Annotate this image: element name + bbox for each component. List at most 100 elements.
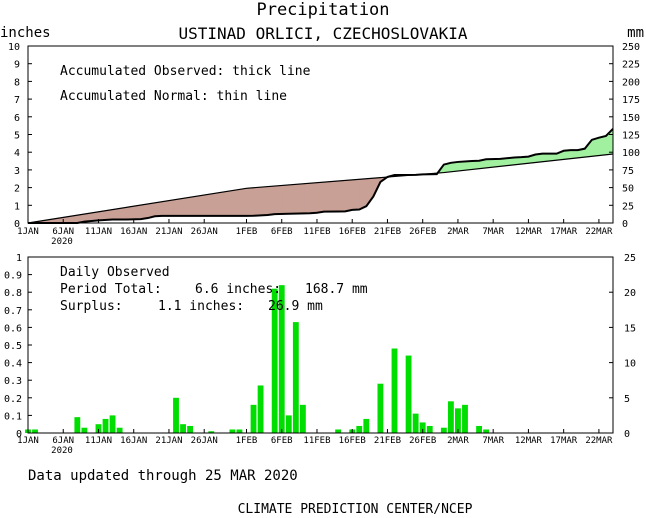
surplus-label: Surplus: [60,299,123,314]
daily-bar [405,355,412,433]
x-tick-label: 21JAN [155,227,182,237]
daily-bar [180,424,186,433]
x-tick-label: 26FEB [409,227,436,237]
daily-bar [391,348,398,433]
daily-bar [299,404,306,433]
y-tick-label: 0.5 [4,341,22,352]
x-tick-label: 1JAN [17,436,39,446]
x-tick-label: 21FEB [374,436,401,446]
x-tick-label: 26JAN [191,436,218,446]
y-tick-label: 8 [14,77,20,88]
y-tick-label: 0.9 [4,271,22,282]
daily-bar [285,415,292,433]
daily-bar [173,397,179,433]
daily-bar [278,285,285,433]
normal-line [27,153,614,224]
daily-bar [356,425,363,433]
y-tick-label: 2 [14,184,20,195]
daily-bar [236,429,243,433]
daily-bar [377,383,384,433]
y-right-tick-label: 50 [622,184,634,195]
y-right-tick-label: 175 [622,95,640,106]
y-right-tick-label: 225 [622,60,640,71]
daily-bar [116,427,123,433]
daily-bar [109,415,116,433]
daily-bar [95,424,102,433]
x-tick-label: 12MAR [515,436,543,446]
daily-bar [187,425,194,433]
daily-bar [462,404,468,433]
y-right-tick-label: 25 [624,253,636,264]
daily-observed-note: Daily Observed [60,265,170,280]
y-tick-label: 0 [16,429,22,440]
daily-bar [426,425,433,433]
y-right-tick-label: 15 [624,323,636,334]
right-unit-label: mm [627,25,644,41]
y-tick-label: 9 [14,60,20,71]
y-tick-label: 0.4 [4,359,22,370]
daily-bar [440,427,447,433]
y-tick-label: 1 [16,253,22,264]
credit-line: CLIMATE PREDICTION CENTER/NCEP [238,502,473,517]
daily-bar [476,425,483,433]
daily-bar [419,422,426,433]
y-tick-label: 5 [14,131,20,142]
y-tick-label: 4 [14,148,20,159]
daily-bar [455,408,461,433]
y-right-tick-label: 75 [622,166,634,177]
y-tick-label: 0.7 [4,306,22,317]
x-tick-label: 17MAR [550,436,578,446]
x-tick-label: 6JAN [52,227,74,237]
y-tick-label: 0 [14,219,20,230]
period-total-mm: 168.7 mm [305,282,368,297]
daily-bar [208,431,215,433]
x-tick-label: 2MAR [447,436,469,446]
x-tick-label: 12MAR [515,227,543,237]
bottom-year-label: 2020 [51,446,73,456]
y-tick-label: 7 [14,95,20,106]
accumulated-panel: 0 1 2 3 4 5 6 7 8 9 10 0 25 50 75 100 125 150 175 200 225 25… [8,42,640,230]
x-tick-label: 21FEB [374,227,401,237]
x-tick-label: 16JAN [120,227,147,237]
daily-bar [81,427,88,433]
x-tick-label: 11JAN [85,227,112,237]
y-tick-label: 1 [14,201,20,212]
surplus-inches: 1.1 inches: [158,299,244,314]
y-tick-label: 0.8 [4,288,22,299]
x-tick-label: 16FEB [339,436,366,446]
y-tick-label: 3 [14,166,20,177]
top-year-label: 2020 [51,237,73,247]
y-tick-label: 0.2 [4,394,22,405]
y-tick-label: 0.1 [4,411,22,422]
daily-bar [271,288,278,433]
x-tick-label: 16JAN [120,436,147,446]
y-tick-label: 10 [8,42,20,53]
y-right-tick-label: 25 [622,201,634,212]
y-right-tick-label: 20 [624,288,636,299]
period-total-inches: 6.6 inches: [195,282,281,297]
daily-bar [412,413,419,433]
x-tick-label: 26JAN [191,227,218,237]
x-tick-label: 22MAR [585,227,613,237]
y-right-tick-label: 100 [622,148,640,159]
x-tick-label: 1FEB [236,227,258,237]
daily-bar [74,417,81,433]
x-tick-label: 11FEB [303,227,330,237]
y-right-tick-label: 0 [624,429,630,440]
x-tick-label: 2MAR [447,227,469,237]
y-tick-label: 0.6 [4,323,22,334]
observed-line [28,128,614,224]
x-tick-label: 17MAR [550,227,578,237]
x-tick-label: 1JAN [17,227,39,237]
daily-bar [292,322,299,433]
daily-bar [335,429,342,433]
daily-panel: 0 0.1 0.2 0.3 0.4 0.5 0.6 0.7 0.8 0.9 1 0 5 10 15 20 25… [4,253,636,440]
period-total-label: Period Total: [60,282,162,297]
x-tick-label: 26FEB [409,436,436,446]
y-right-tick-label: 5 [624,394,630,405]
observed-note: Accumulated Observed: thick line [60,64,311,79]
daily-bar [102,418,109,433]
x-tick-label: 7MAR [482,436,504,446]
